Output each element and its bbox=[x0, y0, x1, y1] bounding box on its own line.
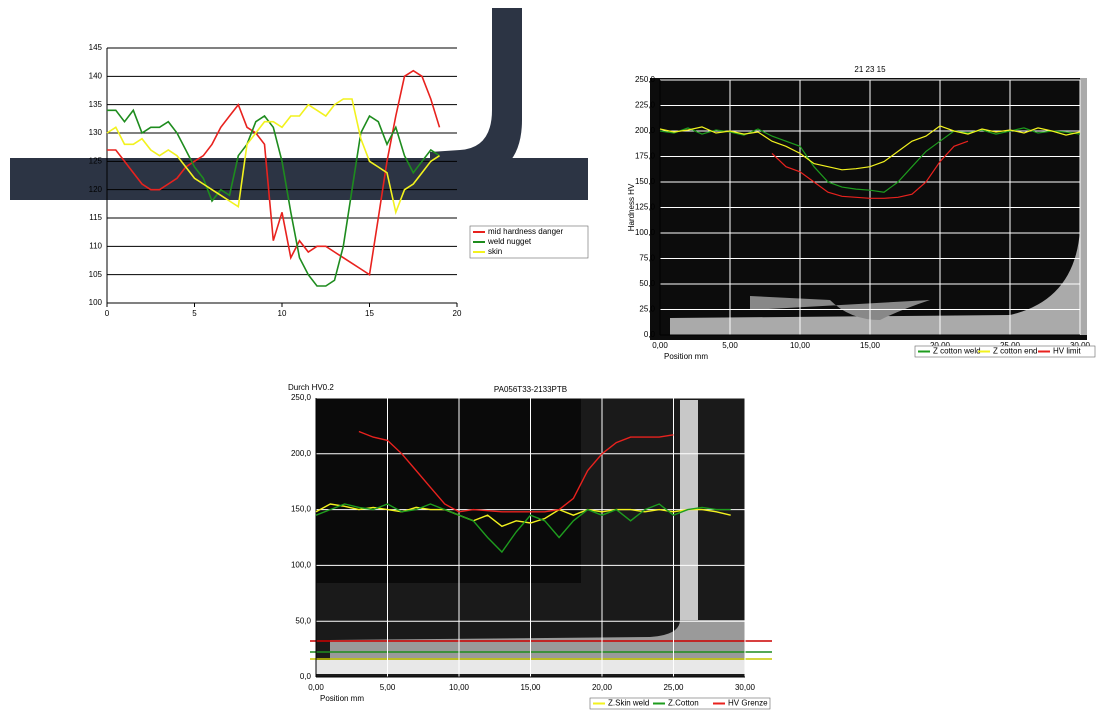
x-tick-label: 20,00 bbox=[930, 341, 951, 350]
x-tick-label: 10 bbox=[278, 309, 287, 318]
series-line bbox=[107, 69, 441, 277]
series-line bbox=[659, 127, 1081, 193]
x-tick-label: 25,00 bbox=[1000, 341, 1021, 350]
series-line bbox=[315, 503, 731, 554]
y-tick-label: 100,0 bbox=[635, 228, 656, 237]
legend-label: Z.Cotton bbox=[668, 699, 699, 708]
y-tick-label: 25,0 bbox=[639, 305, 655, 314]
photo-rib bbox=[680, 400, 698, 630]
photo-dark bbox=[316, 398, 581, 583]
series-line bbox=[358, 430, 674, 513]
y-axis-label: Durch HV0.2 bbox=[288, 383, 334, 392]
y-tick-label: 150,0 bbox=[291, 505, 312, 514]
y-tick-label: 100,0 bbox=[291, 561, 312, 570]
y-axis-label: Hardness HV bbox=[627, 183, 636, 231]
legend-label: HV limit bbox=[1053, 347, 1081, 356]
x-tick-label: 15,00 bbox=[860, 341, 881, 350]
y-tick-label: 120 bbox=[89, 185, 103, 194]
photo-band bbox=[10, 158, 588, 200]
legend-box bbox=[469, 225, 589, 259]
y-tick-label: 150,0 bbox=[635, 177, 656, 186]
y-tick-label: 50,0 bbox=[639, 279, 655, 288]
photo-weld bbox=[750, 296, 930, 320]
y-tick-label: 0,0 bbox=[300, 672, 312, 681]
y-tick-label: 50,0 bbox=[295, 616, 311, 625]
x-tick-label: 5,00 bbox=[380, 683, 396, 692]
y-tick-label: 0,0 bbox=[644, 330, 656, 339]
y-tick-label: 135 bbox=[89, 100, 103, 109]
series-line bbox=[315, 503, 731, 528]
x-tick-label: 0,00 bbox=[308, 683, 324, 692]
y-tick-label: 100 bbox=[89, 298, 103, 307]
x-axis-label: Position mm bbox=[320, 694, 364, 703]
x-tick-label: 30,00 bbox=[1070, 341, 1091, 350]
x-axis-label: Position mm bbox=[664, 352, 708, 361]
y-tick-label: 250,0 bbox=[635, 75, 656, 84]
x-tick-label: 15 bbox=[365, 309, 374, 318]
y-tick-label: 110 bbox=[89, 241, 102, 250]
x-tick-label: 20 bbox=[453, 309, 462, 318]
series-line bbox=[107, 108, 440, 287]
legend-box bbox=[589, 697, 771, 710]
x-tick-label: 20,00 bbox=[592, 683, 613, 692]
y-tick-label: 140 bbox=[89, 71, 103, 80]
x-tick-label: 25,00 bbox=[663, 683, 684, 692]
x-tick-label: 5 bbox=[192, 309, 197, 318]
series-line bbox=[771, 140, 969, 199]
x-tick-label: 0 bbox=[105, 309, 110, 318]
y-tick-label: 115 bbox=[89, 213, 102, 222]
series-line bbox=[106, 98, 440, 216]
chart-title: 21 23 15 bbox=[854, 65, 886, 74]
chart-title: PA056T33-2133PTB bbox=[494, 385, 567, 394]
x-tick-label: 30,00 bbox=[735, 683, 756, 692]
legend-label: Z.Skin weld bbox=[608, 699, 649, 708]
legend-box bbox=[914, 345, 1096, 358]
x-tick-label: 15,00 bbox=[520, 683, 541, 692]
legend-label: weld nugget bbox=[487, 237, 532, 246]
legend-label: skin bbox=[488, 247, 502, 256]
x-tick-label: 10,00 bbox=[790, 341, 811, 350]
legend-label: Z cotton end bbox=[993, 347, 1037, 356]
legend-label: mid hardness danger bbox=[488, 227, 563, 236]
y-tick-label: 225,0 bbox=[635, 101, 656, 110]
x-tick-label: 5,00 bbox=[722, 341, 738, 350]
y-tick-label: 130 bbox=[89, 128, 103, 137]
series-line bbox=[659, 125, 1081, 171]
legend-label: HV Grenze bbox=[728, 699, 768, 708]
y-tick-label: 75,0 bbox=[639, 254, 655, 263]
y-tick-label: 175,0 bbox=[635, 152, 656, 161]
legend-label: Z cotton weld bbox=[933, 347, 981, 356]
photo-strip bbox=[430, 8, 522, 182]
y-tick-label: 105 bbox=[89, 270, 103, 279]
y-tick-label: 200,0 bbox=[635, 126, 656, 135]
photo-plate bbox=[330, 620, 745, 660]
y-tick-label: 250,0 bbox=[291, 393, 312, 402]
y-tick-label: 125 bbox=[89, 156, 103, 165]
photo-background bbox=[650, 78, 1087, 340]
y-tick-label: 125,0 bbox=[635, 203, 656, 212]
x-tick-label: 10,00 bbox=[449, 683, 470, 692]
y-tick-label: 145 bbox=[89, 43, 103, 52]
x-tick-label: 0,00 bbox=[652, 341, 668, 350]
y-tick-label: 200,0 bbox=[291, 449, 312, 458]
